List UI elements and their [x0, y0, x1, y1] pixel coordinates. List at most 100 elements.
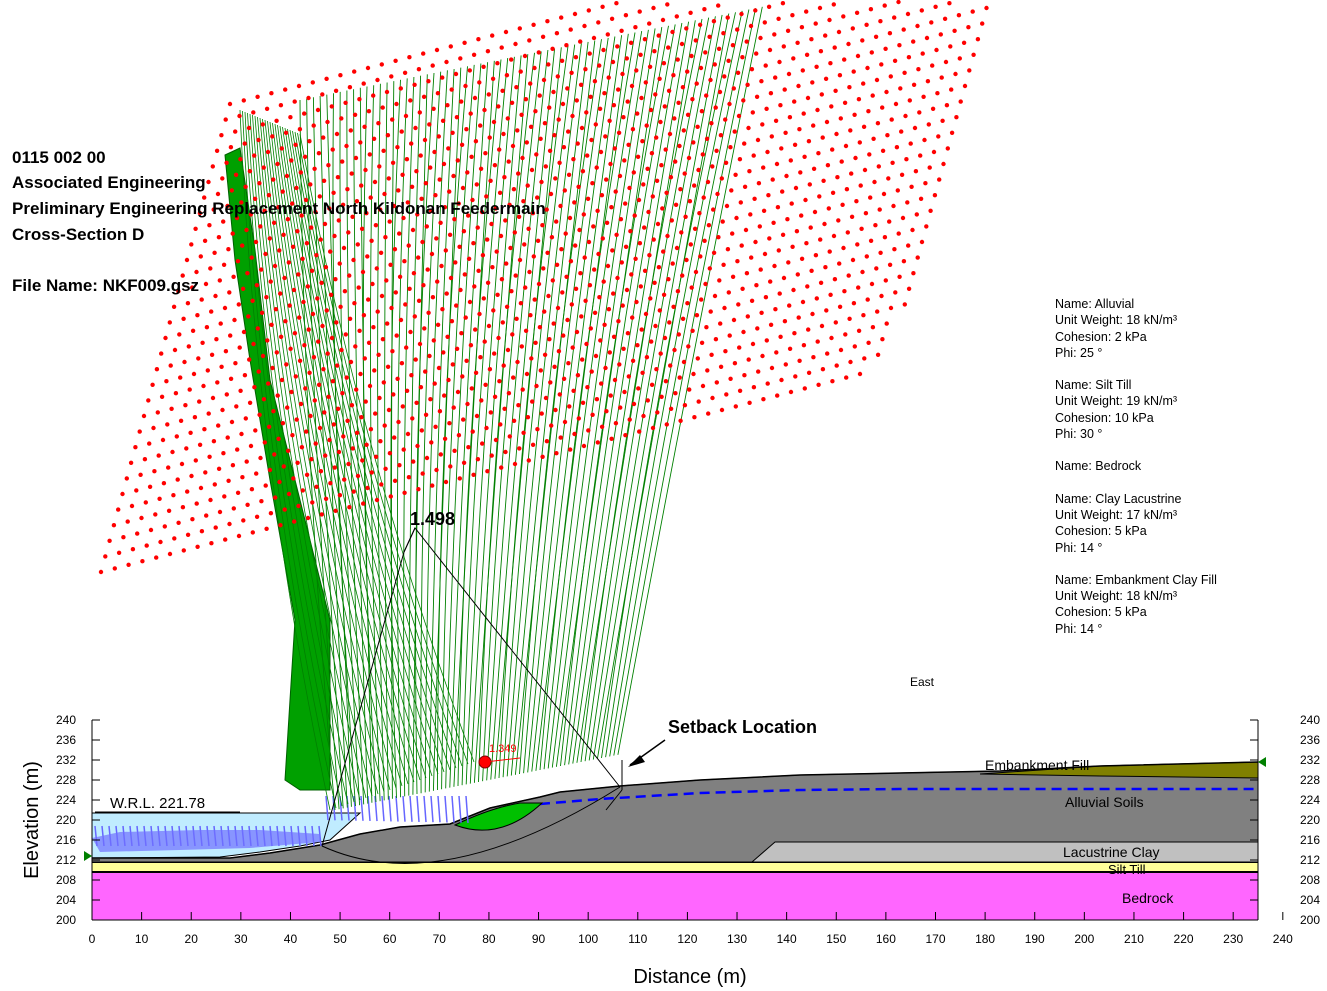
- grid-dot: [354, 199, 360, 204]
- grid-dot: [888, 305, 894, 311]
- grid-dot: [611, 103, 617, 108]
- grid-dot: [662, 104, 667, 109]
- grid-dot: [323, 496, 329, 501]
- grid-dot: [824, 308, 829, 313]
- grid-dot: [635, 343, 640, 348]
- grid-dot: [518, 301, 524, 306]
- grid-dot: [438, 220, 443, 225]
- left-boundary-marker: [84, 851, 92, 861]
- grid-dot: [763, 295, 769, 300]
- pressure-arrow: [388, 795, 392, 822]
- grid-dot: [279, 146, 284, 151]
- grid-dot: [401, 447, 406, 452]
- grid-dot: [419, 428, 424, 433]
- grid-dot: [461, 417, 466, 422]
- grid-dot: [593, 353, 599, 359]
- grid-dot: [548, 380, 553, 385]
- x-axis-ticks: 0 10 20 30 40 50 60 70 80 90 100 110 120 130 140 150 160…: [89, 912, 1293, 946]
- contour-line: [244, 111, 343, 807]
- grid-dot: [234, 215, 240, 221]
- grid-dot: [661, 61, 667, 66]
- y-tick-label-right: 232: [1300, 753, 1320, 767]
- grid-dot: [713, 105, 718, 110]
- grid-dot: [741, 98, 746, 103]
- grid-dot: [628, 40, 634, 45]
- grid-dot: [146, 398, 151, 403]
- grid-dot: [504, 73, 510, 78]
- grid-dot: [693, 269, 699, 275]
- grid-dot: [634, 299, 639, 305]
- grid-dot: [520, 387, 525, 392]
- grid-dot: [612, 377, 618, 383]
- grid-dot: [230, 231, 235, 236]
- grid-dot: [702, 7, 707, 12]
- grid-dot: [783, 130, 788, 135]
- grid-dot: [548, 191, 554, 197]
- grid-dot: [619, 260, 624, 265]
- grid-dot: [430, 63, 435, 68]
- grid-dot: [874, 77, 880, 83]
- grid-dot: [514, 316, 519, 321]
- grid-dot: [744, 271, 750, 276]
- grid-dot: [540, 223, 545, 228]
- grid-dot: [666, 88, 672, 94]
- grid-dot: [712, 293, 718, 299]
- grid-dot: [620, 71, 625, 77]
- grid-dot: [206, 411, 211, 416]
- grid-dot: [461, 229, 467, 234]
- file-name: File Name: NKF009.gsz: [12, 276, 200, 295]
- grid-dot: [556, 117, 561, 122]
- grid-dot: [551, 89, 556, 95]
- grid-dot: [896, 231, 901, 236]
- grid-dot: [253, 428, 258, 433]
- grid-dot: [769, 365, 775, 371]
- grid-dot: [604, 220, 610, 225]
- grid-dot: [221, 451, 226, 456]
- grid-dot: [308, 182, 313, 187]
- grid-dot: [140, 559, 145, 564]
- grid-dot: [539, 411, 544, 416]
- grid-dot: [285, 405, 290, 410]
- grid-dot: [561, 333, 566, 338]
- grid-dot: [674, 245, 680, 251]
- grid-dot: [359, 415, 364, 420]
- grid-dot: [236, 533, 242, 539]
- grid-dot: [945, 146, 950, 151]
- grid-dot: [666, 45, 671, 50]
- pressure-arrow: [409, 795, 413, 822]
- grid-dot: [301, 299, 306, 305]
- grid-dot: [429, 440, 434, 445]
- grid-dot: [578, 82, 584, 88]
- grid-dot: [252, 196, 258, 201]
- grid-dot: [562, 419, 568, 425]
- grid-dot: [614, 232, 619, 237]
- grid-dot: [202, 238, 208, 243]
- grid-dot: [338, 73, 343, 78]
- grid-dot: [439, 263, 444, 269]
- grid-dot: [418, 385, 424, 390]
- grid-dot: [598, 149, 604, 155]
- grid-dot: [654, 178, 660, 183]
- grid-dot: [397, 231, 402, 236]
- grid-dot: [340, 159, 345, 164]
- grid-dot: [841, 14, 846, 19]
- grid-dot: [125, 519, 130, 524]
- grid-dot: [543, 395, 549, 401]
- grid-dot: [881, 191, 887, 197]
- contour-line: [390, 79, 401, 799]
- grid-dot: [961, 40, 967, 45]
- grid-dot: [330, 147, 335, 152]
- grid-dot: [107, 538, 112, 543]
- grid-dot: [417, 110, 422, 115]
- grid-dot: [598, 338, 603, 343]
- grid-dot: [359, 183, 364, 188]
- grid-dot: [410, 227, 416, 233]
- contour-line: [274, 123, 415, 783]
- grid-dot: [568, 447, 573, 452]
- grid-dot: [538, 368, 543, 373]
- grid-dot: [480, 441, 485, 446]
- grid-dot: [833, 88, 838, 94]
- grid-dot: [228, 333, 233, 338]
- grid-dot: [773, 118, 779, 124]
- grid-dot: [812, 209, 818, 215]
